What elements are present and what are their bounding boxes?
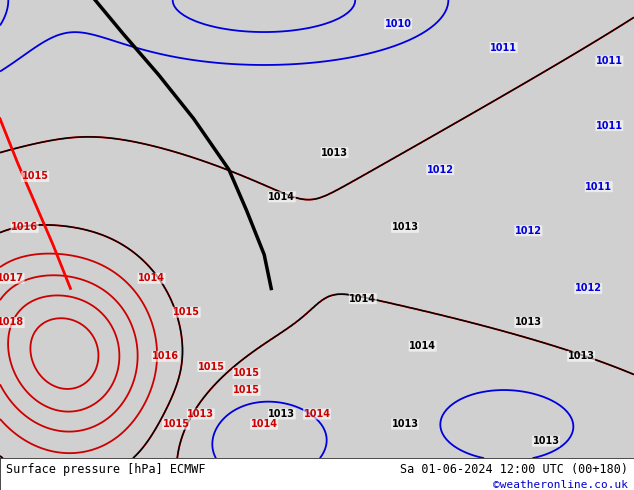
Text: 1015: 1015	[198, 362, 225, 371]
Text: 1015: 1015	[233, 368, 260, 378]
Text: 1013: 1013	[515, 318, 542, 327]
Text: 1011: 1011	[596, 121, 623, 130]
Text: 1013: 1013	[321, 147, 348, 158]
Text: Surface pressure [hPa] ECMWF: Surface pressure [hPa] ECMWF	[6, 463, 206, 476]
Text: 1013: 1013	[268, 409, 295, 419]
Text: 1011: 1011	[490, 43, 517, 52]
Text: 1014: 1014	[349, 294, 377, 304]
Text: 1011: 1011	[596, 56, 623, 66]
Text: 1014: 1014	[409, 341, 436, 351]
Text: 1016: 1016	[11, 222, 38, 232]
Text: 1015: 1015	[233, 385, 260, 395]
Text: 1015: 1015	[22, 172, 49, 181]
Text: Sa 01-06-2024 12:00 UTC (00+180): Sa 01-06-2024 12:00 UTC (00+180)	[399, 463, 628, 476]
Text: 1013: 1013	[392, 419, 418, 429]
Text: 1013: 1013	[567, 351, 595, 361]
Text: 1016: 1016	[152, 351, 179, 361]
Text: 1017: 1017	[0, 273, 24, 283]
Text: 1012: 1012	[515, 226, 542, 236]
Text: 1014: 1014	[250, 419, 278, 429]
Text: 1013: 1013	[392, 222, 418, 232]
Text: 1014: 1014	[138, 273, 165, 283]
Text: 1015: 1015	[173, 307, 200, 317]
Text: 1015: 1015	[162, 419, 190, 429]
Text: 1012: 1012	[427, 165, 454, 175]
Text: 1013: 1013	[533, 436, 559, 446]
Text: 1018: 1018	[0, 318, 24, 327]
Text: 1013: 1013	[187, 409, 214, 419]
Text: 1010: 1010	[384, 19, 411, 29]
Text: 1014: 1014	[304, 409, 330, 419]
Text: 1012: 1012	[574, 283, 602, 294]
Text: 1014: 1014	[268, 192, 295, 202]
Text: 1011: 1011	[585, 182, 612, 192]
Text: ©weatheronline.co.uk: ©weatheronline.co.uk	[493, 480, 628, 490]
